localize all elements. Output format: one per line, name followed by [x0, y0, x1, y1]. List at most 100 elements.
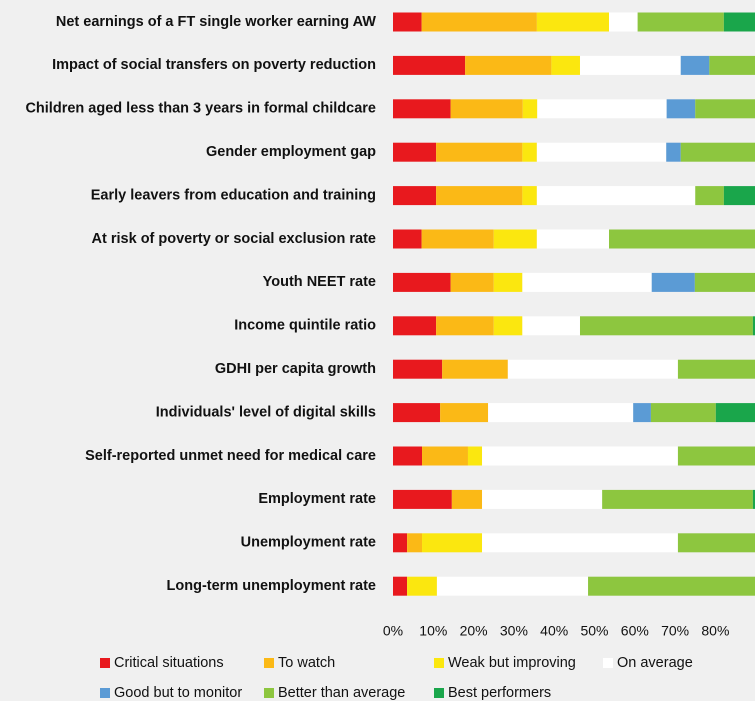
category-label: Unemployment rate: [241, 535, 376, 551]
x-tick-label: 0%: [383, 623, 403, 639]
bar-segment: [407, 533, 423, 553]
bar-segment: [522, 316, 580, 336]
bar-segment: [507, 359, 678, 379]
bar-segment: [723, 186, 755, 206]
category-label: Income quintile ratio: [234, 318, 376, 334]
x-tick-label: 20%: [460, 623, 488, 639]
category-label: Long-term unemployment rate: [167, 578, 376, 594]
x-tick-label: 80%: [701, 623, 729, 639]
bar-segment: [442, 359, 508, 379]
bar-segment: [421, 229, 494, 249]
bar-segment: [666, 99, 696, 119]
bar-segment: [752, 489, 755, 509]
category-label: Children aged less than 3 years in forma…: [25, 101, 376, 117]
bar-segment: [579, 55, 681, 75]
x-tick-label: 10%: [419, 623, 447, 639]
category-label: At risk of poverty or social exclusion r…: [92, 231, 376, 247]
bar-segment: [579, 316, 753, 336]
bar-segment: [422, 533, 483, 553]
bar-segment: [393, 272, 451, 292]
bar-segment: [677, 446, 755, 466]
legend-swatch: [264, 658, 274, 668]
bar-segment: [465, 55, 552, 75]
x-tick-label: 50%: [580, 623, 608, 639]
bar-segment: [393, 489, 452, 509]
legend-label: Good but to monitor: [114, 685, 242, 701]
bar-segment: [482, 489, 603, 509]
bar-segment: [482, 533, 678, 553]
category-label: Employment rate: [258, 491, 376, 507]
bar-segment: [551, 55, 580, 75]
x-tick-label: 40%: [540, 623, 568, 639]
bar-segment: [393, 12, 422, 32]
bar-segment: [393, 359, 443, 379]
bar-segment: [680, 55, 710, 75]
bar-segment: [695, 186, 724, 206]
category-label: Individuals' level of digital skills: [156, 404, 376, 420]
bar-segment: [680, 142, 755, 162]
bar-segment: [609, 12, 638, 32]
bar-segment: [677, 359, 755, 379]
bar-segment: [440, 403, 489, 423]
bar-segment: [694, 272, 755, 292]
x-tick-label: 30%: [500, 623, 528, 639]
bar-segment: [407, 576, 437, 596]
bar-segment: [436, 186, 523, 206]
bar-segment: [393, 446, 423, 466]
bar-segment: [695, 99, 755, 119]
bar-segment: [393, 186, 437, 206]
bar-segment: [393, 142, 437, 162]
legend-label: Better than average: [278, 685, 405, 701]
legend-swatch: [434, 688, 444, 698]
bar-segment: [536, 12, 610, 32]
bar-segment: [723, 12, 755, 32]
bar-segment: [522, 142, 537, 162]
bar-segment: [393, 316, 437, 336]
legend-swatch: [264, 688, 274, 698]
bar-segment: [393, 229, 422, 249]
bar-segment: [715, 403, 755, 423]
bar-segment: [436, 142, 523, 162]
bar-segment: [752, 316, 755, 336]
bar-segment: [421, 12, 537, 32]
bar-segment: [536, 142, 667, 162]
bar-segment: [451, 489, 483, 509]
bar-segment: [393, 403, 441, 423]
category-label: Impact of social transfers on poverty re…: [52, 57, 376, 73]
bar-segment: [651, 272, 695, 292]
bar-segment: [493, 316, 523, 336]
bar-segment: [436, 576, 589, 596]
bar-segment: [536, 186, 696, 206]
legend-swatch: [100, 688, 110, 698]
bar-segment: [436, 316, 494, 336]
x-tick-label: 60%: [621, 623, 649, 639]
bar-segment: [588, 576, 755, 596]
bar-segment: [537, 99, 667, 119]
category-label: Gender employment gap: [206, 144, 376, 160]
legend-swatch: [100, 658, 110, 668]
bar-segment: [666, 142, 681, 162]
bar-segment: [422, 446, 468, 466]
bar-segment: [393, 576, 408, 596]
bar-segment: [393, 55, 466, 75]
bar-segment: [493, 229, 537, 249]
bar-segment: [393, 99, 451, 119]
bar-segment: [488, 403, 634, 423]
bar-segment: [493, 272, 523, 292]
bar-segment: [637, 12, 724, 32]
legend-label: Critical situations: [114, 655, 224, 671]
bar-segment: [482, 446, 678, 466]
category-label: Net earnings of a FT single worker earni…: [56, 14, 376, 30]
category-label: GDHI per capita growth: [215, 361, 376, 377]
legend-label: Weak but improving: [448, 655, 576, 671]
bar-segment: [609, 229, 755, 249]
bar-segment: [522, 99, 538, 119]
bar-segment: [450, 272, 494, 292]
legend-swatch: [434, 658, 444, 668]
category-label: Self-reported unmet need for medical car…: [85, 448, 376, 464]
legend-swatch: [603, 658, 613, 668]
x-tick-label: 70%: [661, 623, 689, 639]
legend-label: To watch: [278, 655, 335, 671]
bar-segment: [393, 533, 408, 553]
